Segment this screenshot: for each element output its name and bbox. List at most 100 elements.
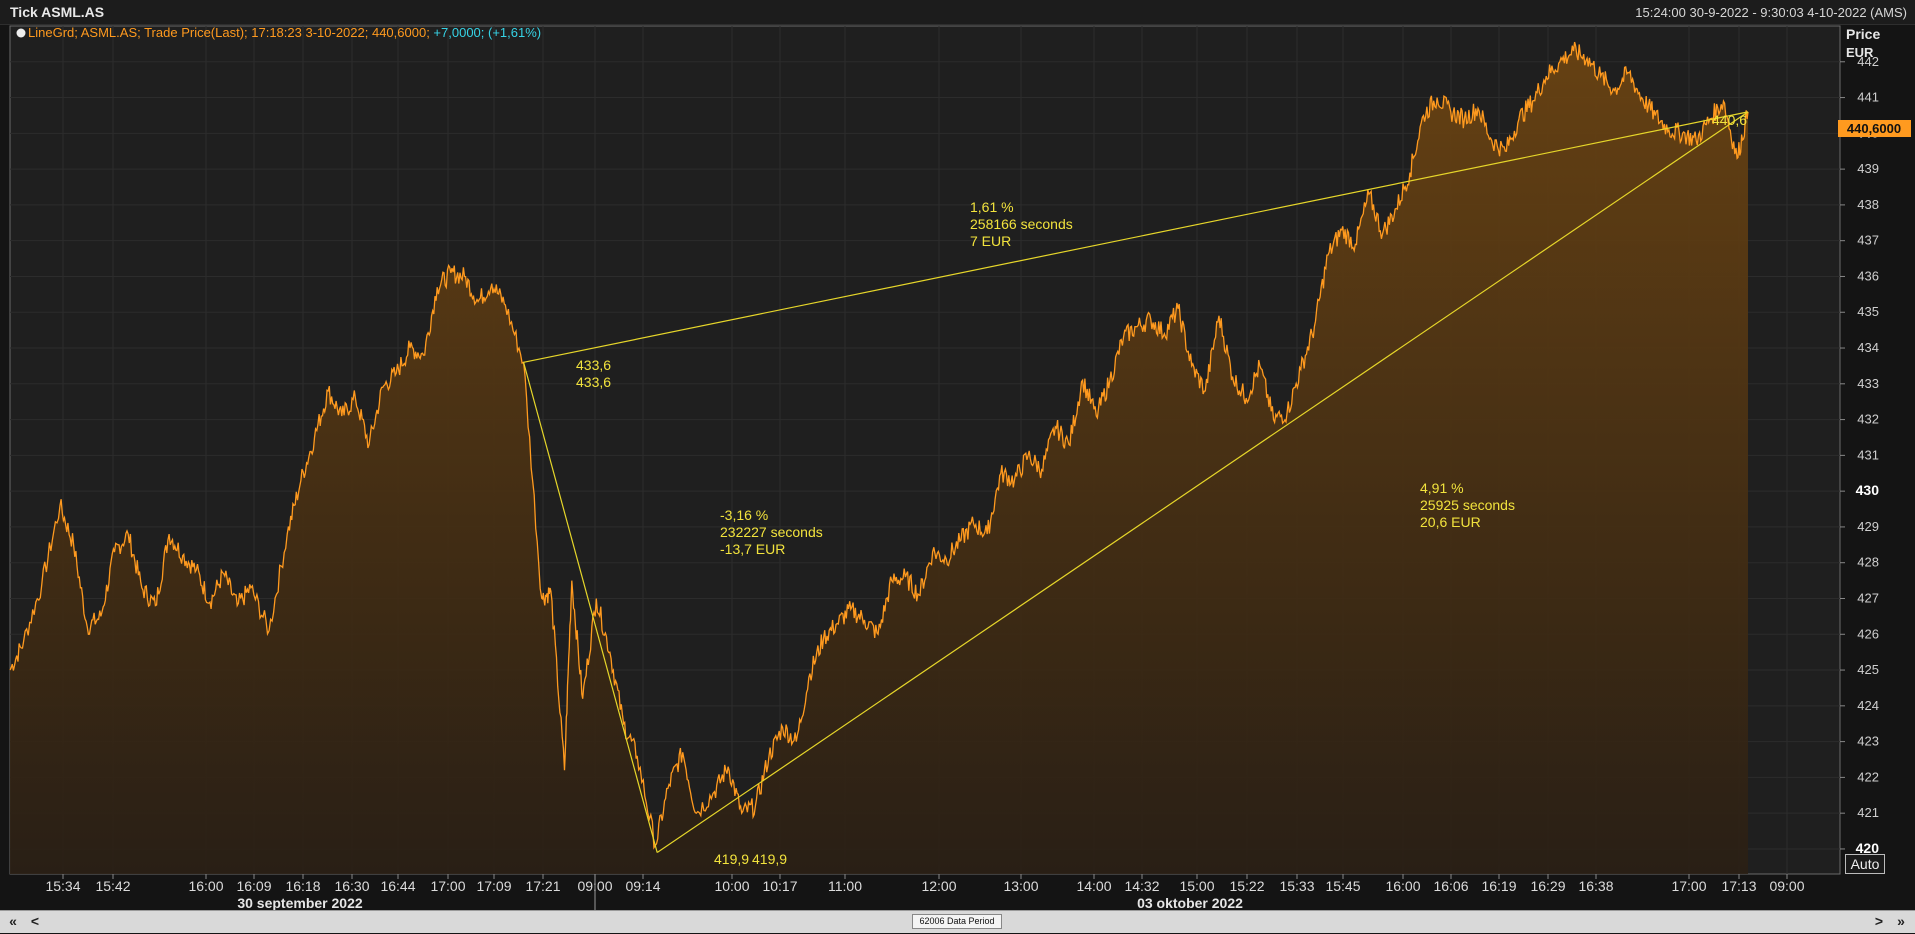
x-tick-label: 14:00 — [1076, 878, 1111, 894]
x-axis: 15:34 15:42 16:00 16:09 16:18 16:30 16:44 17:00… — [45, 874, 1805, 894]
y-tick-label: 422 — [1857, 769, 1879, 784]
measure-annotation-text: 7 EUR — [970, 233, 1011, 249]
x-tick-label: 15:42 — [95, 878, 130, 894]
x-tick-label: 16:06 — [1433, 878, 1468, 894]
y-tick-label: 425 — [1857, 662, 1879, 677]
x-tick-label: 17:13 — [1721, 878, 1756, 894]
data-period-thumb[interactable]: 62006 Data Period — [912, 914, 1002, 929]
date-label: 03 oktober 2022 — [1137, 895, 1243, 910]
y-tick-label: 423 — [1857, 734, 1879, 749]
svg-text:LineGrd; ASML.AS; Trade Price(: LineGrd; ASML.AS; Trade Price(Last); 17:… — [28, 25, 541, 40]
measure-annotation-text: 4,91 % — [1420, 480, 1464, 496]
x-tick-label: 09:14 — [625, 878, 660, 894]
x-tick-label: 16:44 — [380, 878, 415, 894]
y-tick-label: 424 — [1857, 698, 1879, 713]
x-tick-label: 15:22 — [1229, 878, 1264, 894]
measure-annotation-text: 25925 seconds — [1420, 497, 1515, 513]
x-tick-label: 14:32 — [1124, 878, 1159, 894]
y-tick-label: 420 — [1856, 840, 1880, 856]
legend-series-info: LineGrd; ASML.AS; Trade Price(Last); 17:… — [28, 25, 433, 40]
y-tick-label: 421 — [1857, 805, 1879, 820]
measure-annotation-text: 20,6 EUR — [1420, 514, 1481, 530]
measure-line — [656, 111, 1749, 854]
y-tick-label: 428 — [1857, 555, 1879, 570]
title-bar: Tick ASML.AS 15:24:00 30-9-2022 - 9:30:0… — [0, 0, 1915, 25]
point-value-label: 440,6 — [1712, 112, 1747, 128]
point-value-label: 419,9 — [752, 851, 787, 867]
x-tick-label: 12:00 — [921, 878, 956, 894]
y-axis-unit: EUR — [1846, 45, 1874, 60]
scroll-prev-button[interactable]: < — [30, 913, 40, 929]
x-tick-label: 15:45 — [1325, 878, 1360, 894]
scroll-next-button[interactable]: > — [1874, 913, 1884, 929]
x-tick-label: 17:00 — [430, 878, 465, 894]
scroll-first-button[interactable]: « — [9, 913, 17, 929]
x-tick-label: 17:00 — [1671, 878, 1706, 894]
legend-change: +7,0000; (+1,61%) — [433, 25, 541, 40]
y-tick-label: 442 — [1857, 54, 1879, 69]
legend: LineGrd; ASML.AS; Trade Price(Last); 17:… — [16, 25, 541, 40]
price-area-fill — [10, 42, 1748, 875]
price-chart[interactable]: LineGrd; ASML.AS; Trade Price(Last); 17:… — [0, 24, 1915, 910]
x-tick-label: 16:29 — [1530, 878, 1565, 894]
y-axis-title: Price — [1846, 26, 1880, 42]
y-tick-label: 435 — [1857, 304, 1879, 319]
last-price-label: 440,6000 — [1847, 121, 1901, 136]
y-tick-label: 441 — [1857, 90, 1879, 105]
measure-line — [523, 362, 658, 853]
window-title: Tick ASML.AS — [10, 4, 105, 20]
measure-annotation-text: 1,61 % — [970, 199, 1014, 215]
measure-line — [523, 111, 1749, 363]
clock-icon — [16, 28, 26, 38]
x-tick-label: 09:00 — [1769, 878, 1804, 894]
auto-scale-button[interactable]: Auto — [1845, 854, 1885, 874]
date-label: 30 september 2022 — [237, 895, 363, 910]
y-tick-label: 436 — [1857, 268, 1879, 283]
price-area — [9, 41, 1749, 875]
x-tick-label: 16:09 — [236, 878, 271, 894]
point-value-label: 419,9 — [714, 851, 749, 867]
y-tick-label: 427 — [1857, 590, 1879, 605]
x-tick-label: 13:00 — [1003, 878, 1038, 894]
y-tick-label: 434 — [1857, 340, 1879, 355]
y-tick-label: 431 — [1857, 447, 1879, 462]
measure-annotation-text: 258166 seconds — [970, 216, 1073, 232]
x-tick-label: 16:30 — [334, 878, 369, 894]
x-tick-label: 16:18 — [285, 878, 320, 894]
measure-lines[interactable] — [523, 111, 1749, 854]
x-tick-label: 10:17 — [762, 878, 797, 894]
measure-annotation-text: -13,7 EUR — [720, 541, 785, 557]
date-labels: 30 september 2022 03 oktober 2022 — [237, 874, 1243, 910]
x-tick-label: 16:19 — [1481, 878, 1516, 894]
measure-annotation-text: -3,16 % — [720, 507, 768, 523]
x-tick-label: 17:09 — [476, 878, 511, 894]
point-value-label: 433,6 — [576, 374, 611, 390]
time-scrollbar[interactable]: « < 62006 Data Period > » — [0, 910, 1915, 933]
y-tick-label: 432 — [1857, 412, 1879, 427]
price-line — [9, 41, 1749, 850]
x-tick-label: 15:33 — [1279, 878, 1314, 894]
x-tick-label: 16:00 — [1385, 878, 1420, 894]
scroll-last-button[interactable]: » — [1897, 913, 1905, 929]
x-tick-label: 16:38 — [1578, 878, 1613, 894]
y-tick-label: 433 — [1857, 376, 1879, 391]
y-axis: 420 421 422 423 424 425 426 427 428 429 430 431 432 4… — [1840, 54, 1879, 856]
time-range-label: 15:24:00 30-9-2022 - 9:30:03 4-10-2022 (… — [1635, 5, 1907, 20]
last-price-marker: 440,6000 — [1838, 120, 1911, 137]
y-tick-label: 430 — [1856, 482, 1880, 498]
x-tick-label: 15:34 — [45, 878, 80, 894]
y-tick-label: 439 — [1857, 161, 1879, 176]
x-tick-label: 11:00 — [828, 878, 862, 894]
y-tick-label: 438 — [1857, 197, 1879, 212]
x-tick-label: 17:21 — [525, 878, 560, 894]
y-tick-label: 426 — [1857, 626, 1879, 641]
x-tick-label: 10:00 — [714, 878, 749, 894]
x-tick-label: 15:00 — [1179, 878, 1214, 894]
point-value-label: 433,6 — [576, 357, 611, 373]
measure-annotation-text: 232227 seconds — [720, 524, 823, 540]
y-tick-label: 429 — [1857, 519, 1879, 534]
y-tick-label: 437 — [1857, 233, 1879, 248]
x-tick-label: 16:00 — [188, 878, 223, 894]
